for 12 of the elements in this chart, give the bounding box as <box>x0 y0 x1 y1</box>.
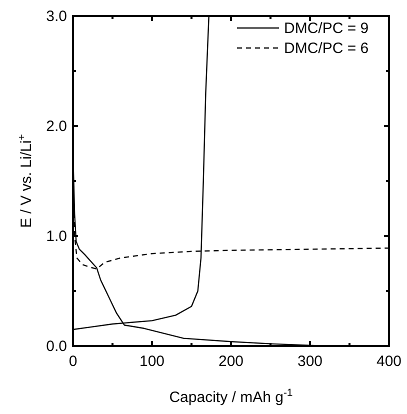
y-tick-label: 1.0 <box>46 228 67 245</box>
x-tick-label: 0 <box>68 353 78 370</box>
y-tick-label: 0.0 <box>46 338 67 355</box>
y-tick-label: 2.0 <box>46 118 67 135</box>
y-tick-label: 3.0 <box>46 8 67 25</box>
legend-label: DMC/PC = 6 <box>284 40 369 57</box>
x-axis-title: Capacity / mAh g$^{-1}$ <box>169 387 293 406</box>
x-tick-label: 100 <box>139 353 165 370</box>
legend-label: DMC/PC = 9 <box>284 20 369 37</box>
x-tick-label: 200 <box>218 353 244 370</box>
x-tick-label: 300 <box>297 353 323 370</box>
x-tick-label: 400 <box>376 353 402 370</box>
